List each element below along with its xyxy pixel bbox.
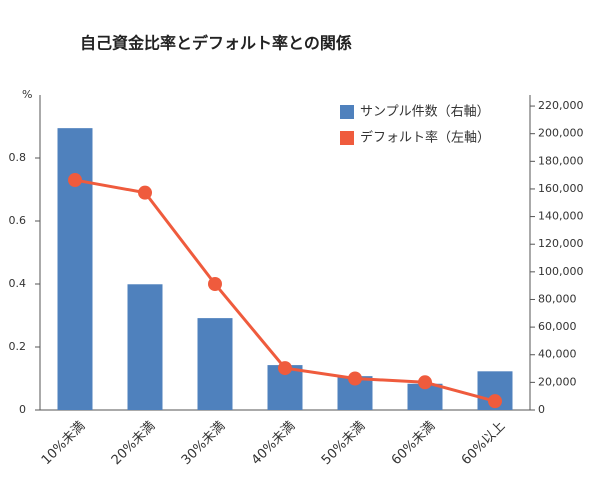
y2-tick-label: 200,000 (538, 127, 584, 140)
chart-title: 自己資金比率とデフォルト率との関係 (80, 34, 352, 53)
y2-tick-label: 100,000 (538, 265, 584, 278)
x-tick-label: 60%未満 (389, 419, 438, 468)
y-tick-label: 0.2 (9, 340, 27, 353)
legend-label: デフォルト率（左軸） (360, 130, 490, 146)
y2-tick-label: 20,000 (538, 375, 577, 388)
x-tick-label: 30%未満 (179, 419, 228, 468)
bar (197, 318, 233, 410)
point (68, 173, 82, 188)
y-tick-label: 0 (19, 403, 26, 416)
point (138, 185, 152, 200)
bar (57, 128, 93, 410)
point (208, 277, 222, 291)
y2-tick-label: 180,000 (538, 154, 584, 167)
x-tick-label: 40%未満 (249, 419, 298, 468)
y-tick-label: 0.4 (9, 277, 27, 290)
x-tick-label: 60%以上 (459, 419, 508, 468)
legend-label: サンプル件数（右軸） (360, 105, 490, 120)
x-tick-label: 20%未満 (109, 419, 158, 468)
y-tick-label: 0.6 (9, 214, 27, 227)
x-tick-label: 10%未満 (39, 419, 88, 468)
legend-swatch (340, 105, 354, 119)
y-tick-label: 0.8 (9, 151, 27, 164)
y2-tick-label: 40,000 (538, 348, 577, 361)
point (348, 371, 362, 386)
point (488, 394, 502, 409)
y2-tick-label: 60,000 (538, 320, 577, 333)
point (418, 375, 432, 390)
y2-tick-label: 0 (538, 403, 545, 416)
y2-tick-label: 80,000 (538, 292, 577, 305)
y2-tick-label: 160,000 (538, 182, 584, 195)
y-axis-label: % (22, 88, 32, 101)
y2-tick-label: 120,000 (538, 237, 584, 250)
point (278, 361, 292, 376)
y2-tick-label: 220,000 (538, 99, 584, 112)
legend-swatch (340, 131, 354, 145)
bar (127, 284, 163, 410)
x-tick-label: 50%未満 (319, 419, 368, 468)
y2-tick-label: 140,000 (538, 210, 584, 223)
